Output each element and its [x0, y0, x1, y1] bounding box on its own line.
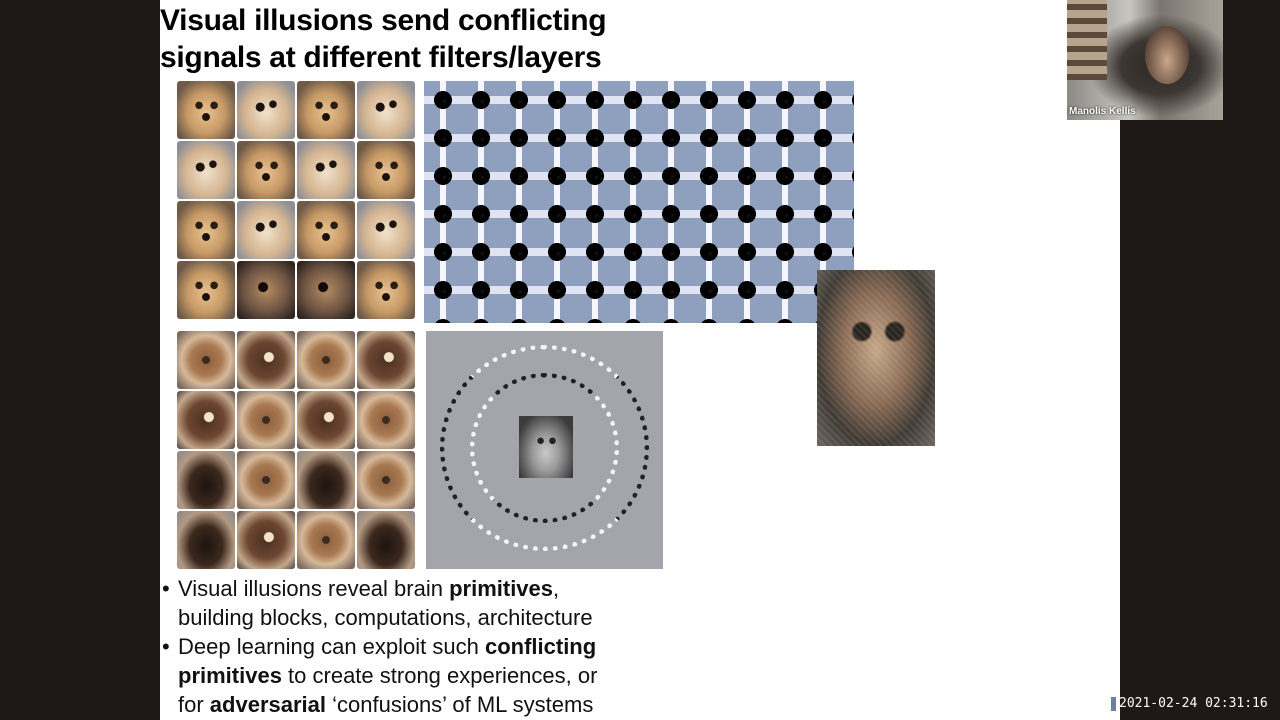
timestamp-marker-icon	[1111, 696, 1116, 711]
dog-image	[237, 261, 295, 319]
donut-image-grid	[177, 331, 415, 569]
donut-image	[357, 451, 415, 509]
bullet-list: Visual illusions reveal brain primitives…	[160, 574, 680, 719]
bullet-line: Deep learning can exploit such conflicti…	[178, 632, 680, 661]
bullet-bold-text: conflicting	[484, 634, 597, 659]
presentation-slide: Visual illusions send conflicting signal…	[160, 0, 1120, 720]
bullet-text: ,	[553, 576, 560, 601]
donut-image	[237, 331, 295, 389]
bullet-text: to create strong experiences, or	[281, 663, 598, 688]
donut-image	[357, 331, 415, 389]
participant-face	[1145, 26, 1189, 84]
donut-image	[357, 391, 415, 449]
bullet-bold-text: adversarial	[209, 692, 326, 717]
inner-ring	[470, 373, 619, 523]
recording-timestamp: 2021-02-24 02:31:16	[1111, 694, 1269, 714]
bullet-line: Visual illusions reveal brain primitives…	[178, 574, 680, 603]
outer-ring	[440, 345, 649, 551]
bullet-text: for	[178, 692, 210, 717]
participant-name-label: Manolis Kellis	[1069, 106, 1136, 117]
portrait-image	[519, 416, 573, 478]
donut-image	[237, 511, 295, 569]
ring-illusion-image	[426, 331, 663, 569]
donut-image	[237, 451, 295, 509]
dog-image	[357, 81, 415, 139]
donut-image	[297, 451, 355, 509]
bullet-text: Visual illusions reveal brain	[178, 576, 450, 601]
dog-image	[237, 141, 295, 199]
bullet-item: Deep learning can exploit such conflicti…	[160, 632, 680, 719]
bullet-line: primitives to create strong experiences,…	[178, 661, 680, 690]
dog-image	[297, 81, 355, 139]
dog-image	[177, 201, 235, 259]
dog-image	[237, 81, 295, 139]
checkerboard-illusion-image	[424, 81, 854, 323]
donut-image	[177, 391, 235, 449]
dog-image-grid	[177, 81, 415, 319]
dog-image	[297, 201, 355, 259]
slide-title-line-1: Visual illusions send conflicting	[160, 4, 607, 37]
bullet-item: Visual illusions reveal brain primitives…	[160, 574, 680, 632]
face-mosaic-image	[817, 270, 935, 446]
dog-image	[177, 81, 235, 139]
participant-video-tile[interactable]: Manolis Kellis	[1067, 0, 1223, 120]
donut-image	[237, 391, 295, 449]
donut-image	[177, 451, 235, 509]
donut-image	[297, 391, 355, 449]
bullet-text: Deep learning can exploit such	[178, 634, 485, 659]
donut-image	[297, 511, 355, 569]
dog-image	[357, 201, 415, 259]
donut-image	[177, 331, 235, 389]
dog-image	[177, 261, 235, 319]
timestamp-text: 2021-02-24 02:31:16	[1119, 696, 1268, 711]
bullet-bold-text: primitives	[449, 576, 554, 601]
donut-image	[357, 511, 415, 569]
bullet-bold-text: primitives	[178, 663, 282, 688]
slide-title: Visual illusions send conflicting signal…	[160, 2, 680, 76]
bullet-line: for adversarial ‘confusions’ of ML syste…	[178, 690, 680, 719]
donut-image	[177, 511, 235, 569]
bullet-text: ‘confusions’ of ML systems	[326, 692, 594, 717]
dog-image	[237, 201, 295, 259]
bullet-line: building blocks, computations, architect…	[178, 605, 593, 630]
slide-title-line-2: signals at different filters/layers	[160, 41, 602, 74]
dog-image	[357, 141, 415, 199]
dog-image	[297, 141, 355, 199]
dog-image	[357, 261, 415, 319]
bookshelf-background	[1067, 0, 1107, 80]
dog-image	[177, 141, 235, 199]
donut-image	[297, 331, 355, 389]
dog-image	[297, 261, 355, 319]
